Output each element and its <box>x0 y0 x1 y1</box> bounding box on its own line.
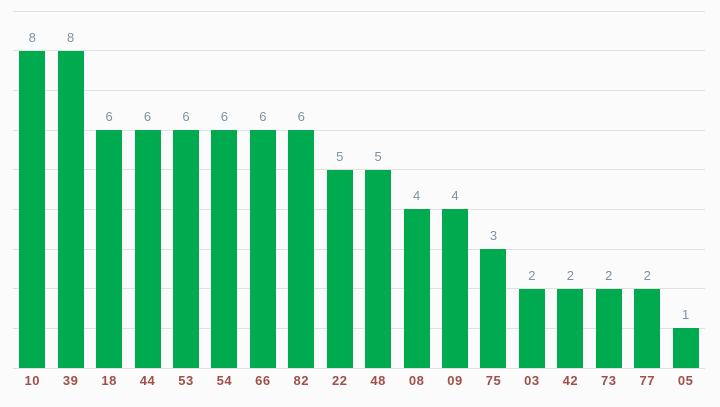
x-axis-label: 75 <box>485 373 502 388</box>
gridline <box>13 169 705 171</box>
x-axis-label: 77 <box>639 373 655 388</box>
x-axis-label: 39 <box>62 373 79 388</box>
x-axis-label: 08 <box>408 373 425 388</box>
gridline <box>13 288 705 290</box>
bar[interactable] <box>249 130 276 368</box>
bar[interactable] <box>96 130 123 368</box>
bar-column: 6 <box>167 110 205 368</box>
bar-value-label: 6 <box>182 109 190 124</box>
x-axis-label: 44 <box>139 373 156 388</box>
x-axis-label: 42 <box>562 373 579 388</box>
bar[interactable] <box>595 288 622 368</box>
bar[interactable] <box>134 130 161 368</box>
bar[interactable] <box>518 288 545 368</box>
bar[interactable] <box>403 209 430 368</box>
x-axis-label: 18 <box>101 373 117 388</box>
bar-value-label: 8 <box>28 29 36 45</box>
bar[interactable] <box>634 288 661 368</box>
bar-value-label: 6 <box>105 109 113 124</box>
x-axis-label: 66 <box>255 373 271 388</box>
bar[interactable] <box>365 169 392 368</box>
bar-column: 6 <box>282 110 320 368</box>
bar-column: 6 <box>244 110 282 368</box>
x-axis-label: 05 <box>677 373 694 388</box>
bar-value-label: 2 <box>605 267 613 283</box>
bar[interactable] <box>211 130 238 368</box>
bar-column: 2 <box>590 269 628 368</box>
bar-value-label: 5 <box>336 148 344 164</box>
gridline <box>13 367 705 369</box>
x-axis-label: 09 <box>447 373 463 388</box>
bar[interactable] <box>480 249 507 368</box>
gridline <box>13 89 705 91</box>
bar-value-label: 6 <box>143 109 152 124</box>
bar-value-label: 2 <box>643 267 651 283</box>
bar-value-label: 4 <box>412 188 421 204</box>
bar[interactable] <box>19 50 46 368</box>
bar-column: 6 <box>128 110 166 368</box>
bar[interactable] <box>172 130 199 368</box>
bar[interactable] <box>672 328 699 368</box>
gridlines <box>13 10 705 369</box>
bar[interactable] <box>326 169 353 368</box>
x-axis-label: 53 <box>178 373 194 388</box>
bar[interactable] <box>288 130 315 368</box>
bar-column: 8 <box>51 31 89 368</box>
x-axis: 10 39 18 44 53 54 66 82 22 48 08 09 75 03 42 73 77 05 <box>13 373 705 388</box>
bar-column: 5 <box>321 150 359 368</box>
bar-column: 5 <box>359 150 397 368</box>
x-axis-label: 82 <box>293 373 310 388</box>
bar-value-label: 6 <box>220 109 229 124</box>
bar-column: 6 <box>205 110 243 368</box>
bar-value-label: 6 <box>259 109 267 124</box>
x-axis-label: 54 <box>216 373 233 388</box>
bar-column: 2 <box>513 269 551 368</box>
bar-value-label: 4 <box>451 188 459 204</box>
x-axis-label: 48 <box>370 373 386 388</box>
bar[interactable] <box>557 288 584 368</box>
bar-column: 4 <box>436 189 474 368</box>
x-axis-label: 73 <box>601 373 617 388</box>
bar-column: 2 <box>628 269 666 368</box>
bar-value-label: 2 <box>566 267 574 283</box>
plot-area: 8 8 6 6 6 6 6 6 5 5 4 4 3 2 2 2 2 1 <box>13 10 705 369</box>
bar-value-label: 1 <box>682 307 690 323</box>
gridline <box>13 248 705 250</box>
bars-layer: 8 8 6 6 6 6 6 6 5 5 4 4 3 2 2 2 2 1 <box>13 11 705 368</box>
gridline <box>13 327 705 329</box>
gridline <box>13 129 705 131</box>
gridline <box>13 50 705 52</box>
bar[interactable] <box>442 209 469 368</box>
bar-column: 8 <box>13 31 51 368</box>
x-axis-label: 22 <box>331 373 348 388</box>
gridline <box>13 10 705 12</box>
bar-column: 4 <box>397 189 435 368</box>
bar-value-label: 2 <box>528 267 536 283</box>
bar-column: 6 <box>90 110 128 368</box>
bar-value-label: 8 <box>67 29 75 45</box>
bar-value-label: 5 <box>374 148 382 164</box>
bar-value-label: 6 <box>297 109 305 124</box>
bar-column: 3 <box>474 229 512 368</box>
x-axis-label: 03 <box>524 373 540 388</box>
bar-value-label: 3 <box>489 228 498 243</box>
bar-column: 1 <box>666 308 704 368</box>
x-axis-label: 10 <box>24 373 40 388</box>
bar[interactable] <box>57 50 84 368</box>
bar-column: 2 <box>551 269 589 368</box>
gridline <box>13 208 705 210</box>
